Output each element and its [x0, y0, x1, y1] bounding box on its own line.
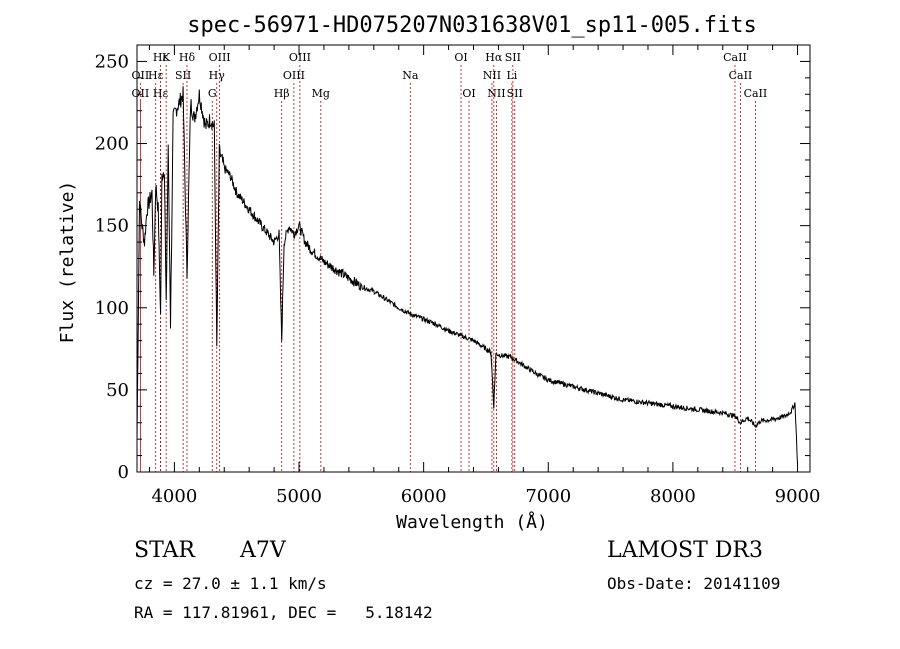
marker-label-7: Hε [153, 87, 169, 100]
marker-label-4: Hε [148, 69, 164, 82]
marker-label-3: OII [132, 69, 150, 82]
x-tick-label-4: 8000 [650, 486, 696, 507]
marker-label-8: OIII [209, 51, 231, 64]
x-tick-label-0: 4000 [151, 486, 197, 507]
object-subclass: A7V [240, 538, 286, 563]
x-tick-label-3: 7000 [525, 486, 571, 507]
obs-date: Obs-Date: 20141109 [607, 574, 781, 593]
line-markers [139, 65, 756, 472]
marker-label-13: OIII [283, 69, 305, 82]
marker-label-18: Hα [485, 51, 503, 64]
y-axis-label: Flux (relative) [57, 181, 78, 344]
marker-label-15: Na [402, 69, 419, 82]
x-tick-label-1: 5000 [276, 486, 322, 507]
x-tick-label-2: 6000 [401, 486, 447, 507]
marker-label-19: SII [505, 51, 521, 64]
marker-label-12: OIII [289, 51, 311, 64]
y-tick-label-3: 150 [95, 216, 129, 237]
marker-label-25: CaII [729, 69, 753, 82]
marker-label-0: Hδ [179, 51, 196, 64]
marker-label-22: NII [487, 87, 505, 100]
y-tick-label-0: 0 [118, 462, 129, 483]
spectrum-line [136, 86, 798, 464]
y-tick-label-4: 200 [95, 134, 129, 155]
marker-label-14: Mg [312, 87, 330, 100]
marker-label-21: Li [506, 69, 517, 82]
ra-dec: RA = 117.81961, DEC = 5.18142 [134, 603, 433, 622]
chart-title: spec-56971-HD075207N031638V01_sp11-005.f… [187, 13, 757, 38]
marker-label-2: Hε [153, 51, 169, 64]
survey-name: LAMOST DR3 [607, 538, 763, 563]
object-class: STAR [134, 538, 195, 563]
x-axis: 4000 5000 6000 7000 8000 9000 [148, 45, 821, 507]
redshift-text: cz = 27.0 ± 1.1 km/s [134, 574, 327, 593]
marker-label-20: NII [483, 69, 501, 82]
marker-label-23: SII [507, 87, 523, 100]
marker-label-9: Hγ [209, 69, 226, 82]
marker-label-24: CaII [723, 51, 747, 64]
marker-label-5: SII [175, 69, 191, 82]
marker-label-11: Hβ [274, 87, 290, 100]
marker-label-26: CaII [744, 87, 768, 100]
marker-label-6: OII [132, 87, 150, 100]
y-tick-label-1: 50 [106, 380, 129, 401]
marker-label-16: OI [454, 51, 467, 64]
marker-label-17: OI [462, 87, 475, 100]
marker-label-10: G [208, 87, 217, 100]
y-axis: 0 50 100 150 200 250 [95, 44, 810, 483]
marker-label-1: K [162, 51, 171, 64]
x-axis-label: Wavelength (Å) [396, 511, 548, 533]
x-tick-label-5: 9000 [775, 486, 821, 507]
y-tick-label-5: 250 [95, 51, 129, 72]
y-tick-label-2: 100 [95, 298, 129, 319]
plot-frame [136, 44, 811, 473]
